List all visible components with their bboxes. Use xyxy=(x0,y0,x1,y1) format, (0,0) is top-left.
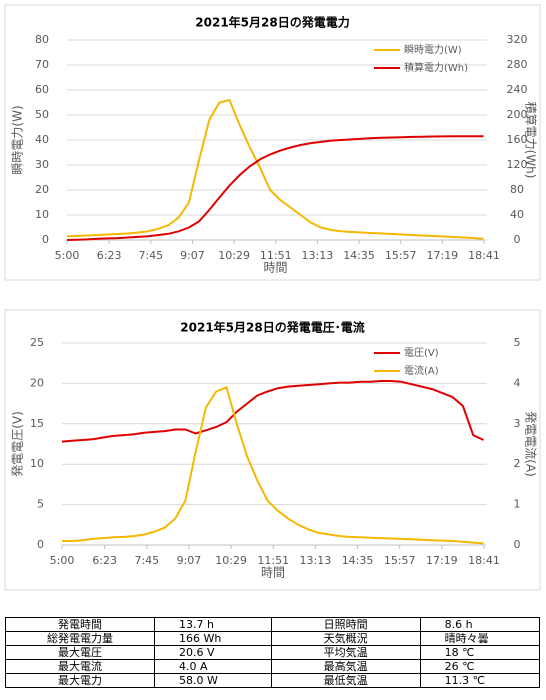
y2-tick-label: 1 xyxy=(514,498,521,511)
y2-tick-label: 280 xyxy=(507,58,528,71)
x-axis-label: 時間 xyxy=(263,261,287,275)
y2-tick-label: 200 xyxy=(507,108,528,121)
y2-tick-label: 120 xyxy=(507,158,528,171)
table-label: 平均気温 xyxy=(270,645,421,660)
table-value: 20.6 V xyxy=(154,645,272,660)
y-tick-label: 5 xyxy=(37,498,44,511)
y2-tick-label: 0 xyxy=(514,538,521,551)
table-row: 発電時間 13.7 h 日照時間 8.6 h xyxy=(5,617,541,632)
x-tick-label: 14:35 xyxy=(343,249,375,262)
y-tick-label: 10 xyxy=(30,457,44,470)
legend-label: 電流(A) xyxy=(404,364,439,377)
y-axis-label: 瞬時電力(W) xyxy=(11,105,25,174)
chart-title: 2021年5月28日の発電電圧･電流 xyxy=(180,320,364,335)
table-label: 最大電圧 xyxy=(5,645,155,660)
table-label: 日照時間 xyxy=(270,617,421,632)
y2-tick-label: 3 xyxy=(514,417,521,430)
x-axis-label: 時間 xyxy=(261,566,285,580)
table-value: 58.0 W xyxy=(154,673,272,688)
series-line xyxy=(66,135,484,241)
chart-title: 2021年5月28日の発電電力 xyxy=(195,15,349,30)
x-tick-label: 6:23 xyxy=(97,249,122,262)
legend-label: 電圧(V) xyxy=(404,347,439,359)
y2-tick-label: 320 xyxy=(507,33,528,46)
table-label: 総発電電力量 xyxy=(5,631,155,646)
y-tick-label: 50 xyxy=(35,108,49,121)
y2-axis-label: 発電電流(A) xyxy=(524,411,538,477)
legend-label: 瞬時電力(W) xyxy=(404,43,462,56)
charts: 2021年5月28日の発電電力0102030405060708004080120… xyxy=(4,4,541,591)
x-tick-label: 7:45 xyxy=(134,554,159,567)
y-tick-label: 20 xyxy=(30,376,44,389)
x-tick-label: 5:00 xyxy=(55,249,80,262)
table-label: 最高気温 xyxy=(270,659,421,674)
y-tick-label: 25 xyxy=(30,336,44,349)
x-tick-label: 14:35 xyxy=(342,554,374,567)
y-tick-label: 40 xyxy=(35,133,49,146)
y-tick-label: 60 xyxy=(35,83,49,96)
x-tick-label: 17:19 xyxy=(426,249,458,262)
summary-table: 発電時間 13.7 h 日照時間 8.6 h 総発電電力量 166 Wh 天気概況 晴時々曇最… xyxy=(5,617,541,688)
y-tick-label: 80 xyxy=(35,33,49,46)
table-row: 最大電圧 20.6 V 平均気温 18 ℃ xyxy=(5,645,541,660)
y2-tick-label: 4 xyxy=(514,376,521,389)
y2-tick-label: 5 xyxy=(514,336,521,349)
x-tick-label: 18:41 xyxy=(468,554,500,567)
table-label: 最大電流 xyxy=(5,659,155,674)
table-value: 18 ℃ xyxy=(419,645,541,660)
legend-label: 積算電力(Wh) xyxy=(404,61,468,74)
y-tick-label: 10 xyxy=(35,208,49,221)
table-value: 26 ℃ xyxy=(419,659,541,674)
x-tick-label: 9:07 xyxy=(180,249,205,262)
y-tick-label: 70 xyxy=(35,58,49,71)
table-label: 天気概況 xyxy=(270,631,421,646)
x-tick-label: 17:19 xyxy=(426,554,458,567)
table-label: 発電時間 xyxy=(5,617,155,632)
table-value: 8.6 h xyxy=(419,617,541,632)
y2-tick-label: 240 xyxy=(507,83,528,96)
x-tick-label: 13:13 xyxy=(300,554,332,567)
y2-tick-label: 2 xyxy=(514,457,521,470)
table-value: 13.7 h xyxy=(154,617,272,632)
x-tick-label: 5:00 xyxy=(50,554,75,567)
series-line xyxy=(62,386,484,545)
x-tick-label: 15:57 xyxy=(384,554,416,567)
y2-tick-label: 160 xyxy=(507,133,528,146)
series-line xyxy=(66,98,484,240)
y-tick-label: 15 xyxy=(30,417,44,430)
x-tick-label: 10:29 xyxy=(215,554,247,567)
x-tick-label: 11:51 xyxy=(260,249,292,262)
table-value: 晴時々曇 xyxy=(419,631,541,646)
table-label: 最低気温 xyxy=(270,673,421,688)
x-tick-label: 11:51 xyxy=(257,554,289,567)
series-line xyxy=(61,380,484,443)
y2-axis-label: 積算電力(Wh) xyxy=(524,102,539,179)
y-tick-label: 0 xyxy=(42,233,49,246)
table-value: 11.3 ℃ xyxy=(419,673,541,688)
table-value: 4.0 A xyxy=(154,659,272,674)
x-tick-label: 15:57 xyxy=(385,249,417,262)
table-value: 166 Wh xyxy=(154,631,272,646)
x-tick-label: 13:13 xyxy=(302,249,334,262)
y-tick-label: 0 xyxy=(37,538,44,551)
chart-frame xyxy=(4,309,541,591)
table-row: 最大電流 4.0 A 最高気温 26 ℃ xyxy=(5,659,541,674)
x-tick-label: 7:45 xyxy=(138,249,163,262)
table-row: 最大電力 58.0 W 最低気温 11.3 ℃ xyxy=(5,673,541,688)
y-tick-label: 20 xyxy=(35,183,49,196)
table-label: 最大電力 xyxy=(5,673,155,688)
y2-tick-label: 80 xyxy=(510,183,524,196)
y2-tick-label: 40 xyxy=(510,208,524,221)
y2-tick-label: 0 xyxy=(514,233,521,246)
x-tick-label: 9:07 xyxy=(177,554,202,567)
y-axis-label: 発電電圧(V) xyxy=(11,411,25,477)
x-tick-label: 6:23 xyxy=(92,554,117,567)
x-tick-label: 10:29 xyxy=(218,249,250,262)
x-tick-label: 18:41 xyxy=(468,249,500,262)
y-tick-label: 30 xyxy=(35,158,49,171)
table-row: 総発電電力量 166 Wh 天気概況 晴時々曇 xyxy=(5,631,541,646)
